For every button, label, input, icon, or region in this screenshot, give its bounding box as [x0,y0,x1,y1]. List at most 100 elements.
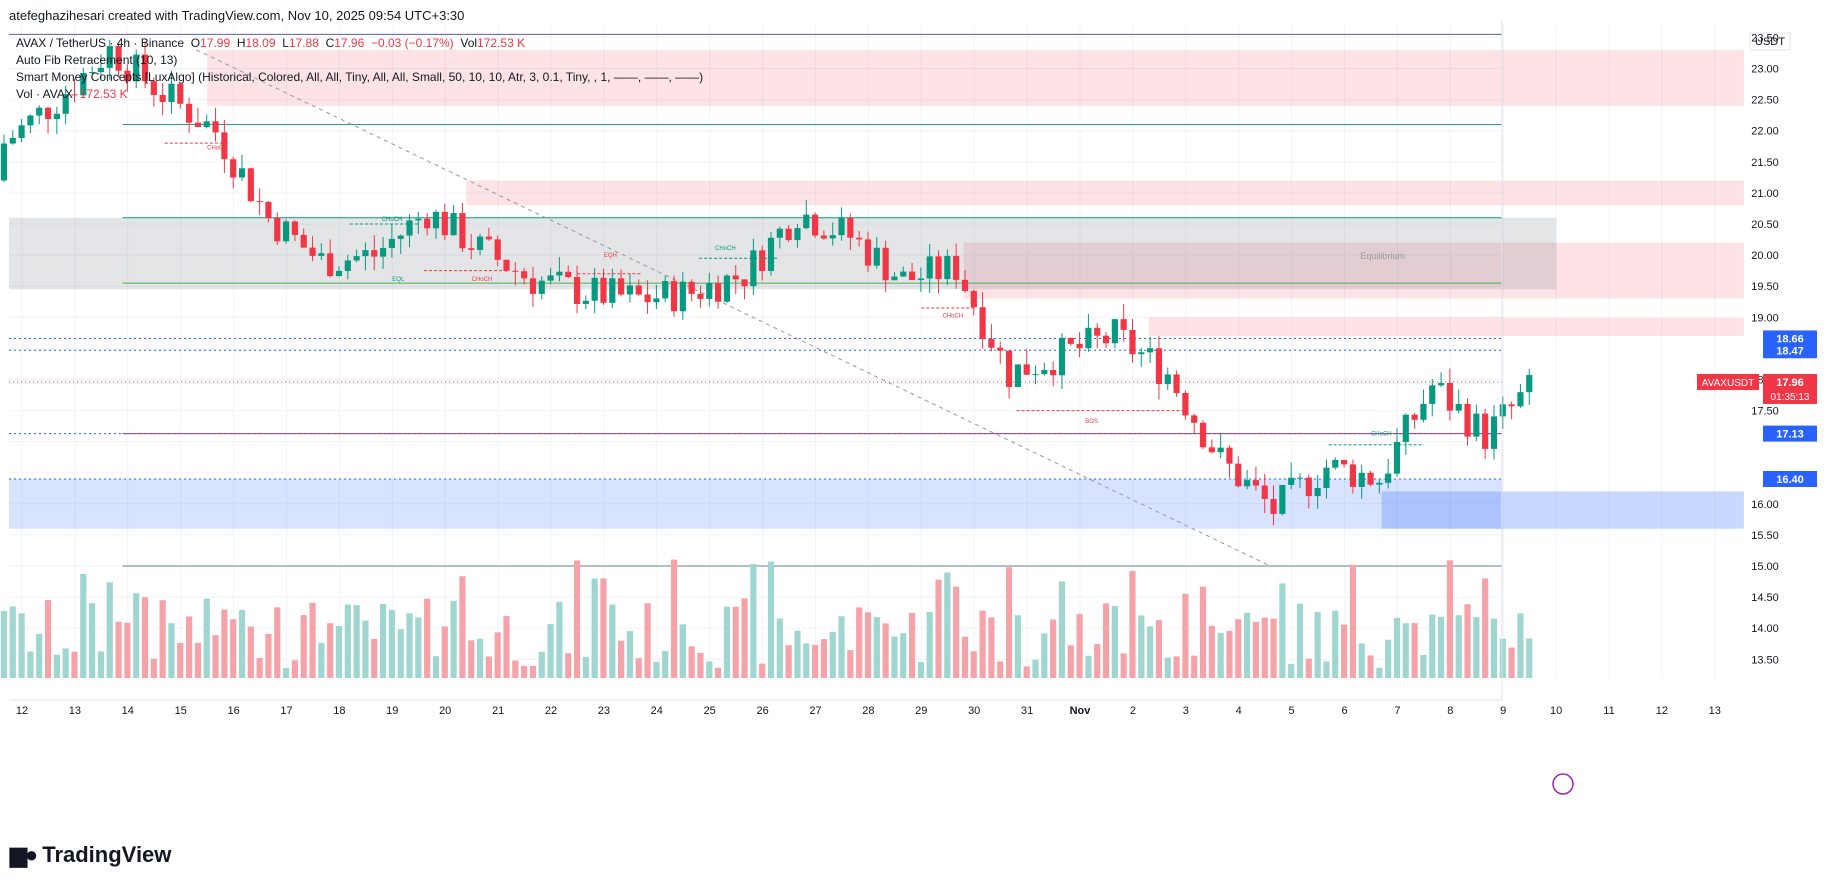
volume-bar [0,610,8,678]
volume-bar [450,600,457,678]
candle-body [1455,403,1462,411]
candle-body [1385,473,1392,483]
candle-body [1341,459,1348,465]
legend-indicator-smc[interactable]: Smart Money Concepts [LuxAlgo] (Historic… [16,70,704,84]
volume-bar [900,633,907,678]
candle-body [327,253,334,277]
volume-bar [247,626,254,678]
x-tick-label: 7 [1394,705,1400,717]
bos-label: BOS [1085,419,1098,425]
volume-bar [476,638,484,678]
volume-bar [1314,611,1321,678]
supply-zone [466,180,1744,206]
legend-indicator-vol[interactable]: Vol · AVAX 172.53 K [16,86,703,103]
tradingview-brand[interactable]: ▆● TradingView [10,842,171,868]
volume-bar [723,606,731,678]
y-tick-label: 14.00 [1751,623,1779,635]
y-tick-label: 23.50 [1751,32,1779,44]
price-tag-text: 17.96 [1776,377,1804,389]
candle-body [44,107,52,119]
legend-indicator-fib[interactable]: Auto Fib Retracement (10, 13) [16,53,178,67]
change-value: −0.03 (−0.17%) [370,36,454,50]
volume-bar [1199,586,1207,678]
candle-body [353,256,360,261]
countdown-text: 01:35:13 [1771,392,1810,403]
volume-bar [591,578,598,678]
volume-bar [582,656,589,678]
candle-body [133,54,140,82]
volume-bar [388,609,395,678]
volume-bar [44,600,52,678]
eqh-label: EQH [604,253,617,259]
price-tag [1763,342,1817,359]
volume-bar [794,630,801,678]
candle-body [670,281,678,312]
candle-body [1058,337,1066,376]
supply-zone [963,242,1744,299]
y-tick-label: 23.00 [1751,64,1779,76]
candle-body [829,235,836,239]
legend-symbol[interactable]: AVAX / TetherUS · 4h · Binance [16,36,185,50]
legend-symbol-row: AVAX / TetherUS · 4h · Binance O17.99 H1… [16,35,703,52]
close-label: C [325,36,335,50]
volume-bar [274,607,281,678]
volume-bar [362,620,369,678]
equilibrium-label: Equilibrium [1360,251,1405,261]
candle-body [573,276,581,305]
volume-bar [1252,621,1260,678]
annotations: Equilibrium CHoCH CHoCH EQL CHoCH EQH CHoCH CHo… [164,142,1424,446]
x-tick-label: 20 [439,705,451,717]
candle-body [1446,382,1453,411]
candle-body [856,237,863,240]
supply-zone [1148,317,1744,336]
volume-bar [953,586,960,678]
volume-bar [644,603,651,678]
candle-body [274,218,281,242]
candle-body [1376,482,1383,485]
volume-bar [847,650,854,678]
volume-bar [970,651,977,678]
volume-bar [1420,654,1427,678]
volume-bar [9,606,16,678]
volume-bar [1437,616,1445,678]
volume-bar [706,661,713,678]
candle-body [565,271,572,277]
x-tick-label: 22 [545,705,557,717]
candles [0,39,1533,526]
candle-body [291,221,298,235]
volume-bar [926,611,933,678]
x-tick-label: 10 [1550,705,1562,717]
volume-bar [1349,564,1356,678]
volume-bar [1455,615,1462,678]
x-tick-label: 11 [1603,705,1614,717]
candle-body [723,275,731,302]
candle-body [1014,364,1021,387]
candle-body [1138,352,1145,355]
candle-body [406,220,413,236]
volume-bar [1138,615,1145,678]
candle-body [238,168,246,178]
fib-trend-line [196,49,1271,567]
candle-body [1208,447,1215,453]
candle-body [1393,442,1401,474]
candle-body [776,228,783,238]
volume-bar [1155,619,1163,678]
volume-bar [1164,657,1171,678]
volume-bar [309,602,316,678]
candle-body [450,213,457,236]
candle-body [1067,337,1074,344]
volume-bar [133,593,140,678]
price-tag [1763,425,1817,442]
candle-body [150,81,157,95]
candle-body [618,278,625,295]
volume-bar [1376,667,1383,678]
volume-bar [1102,603,1110,678]
candle-body [1420,403,1427,420]
candle-body [1437,382,1445,386]
choch-label: CHoCH [207,145,228,151]
candle-body [1244,480,1251,487]
x-tick-label: 3 [1183,705,1189,717]
candle-body [1349,464,1356,487]
volume-bar [115,621,122,678]
